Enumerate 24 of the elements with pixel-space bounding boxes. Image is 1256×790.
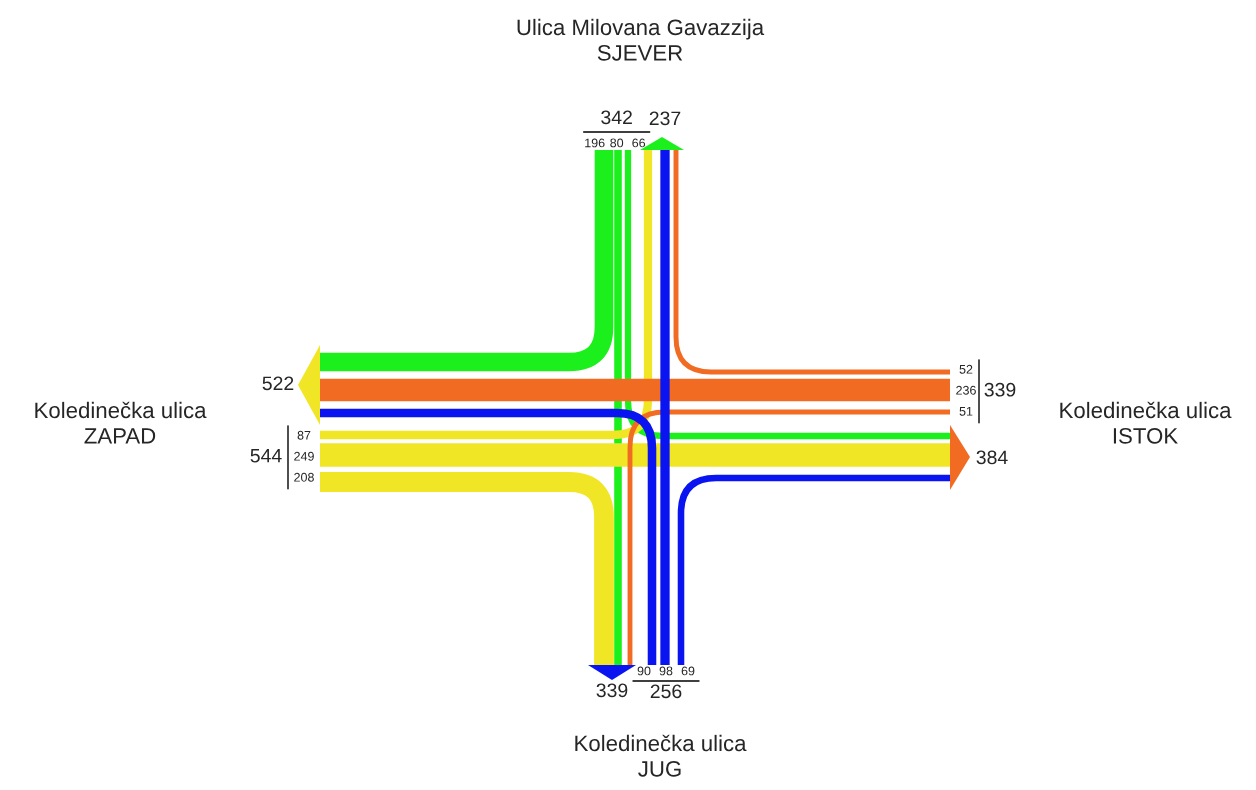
data-label: 69 [681, 666, 695, 676]
text: 544 [250, 448, 282, 463]
category-label: Koledinečka ulica ISTOK [1060, 401, 1232, 444]
text: 342 [601, 110, 632, 125]
category-label: Ulica Milovana Gavazzija SJEVER [517, 18, 765, 61]
text: 339 [984, 382, 1016, 397]
text: 237 [649, 111, 681, 126]
category-label: Koledinečka ulica ZAPAD [35, 401, 207, 444]
data-label: 236 [956, 385, 976, 395]
data-label: 90 [637, 666, 651, 676]
data-label: 51 [959, 406, 973, 416]
category-label: Koledinečka ulica JUG [575, 734, 747, 777]
data-label: 66 [632, 138, 646, 148]
data-label: 80 [610, 138, 624, 148]
text: 256 [650, 684, 682, 699]
data-label: 98 [659, 666, 673, 676]
data-label: 52 [959, 364, 973, 374]
data-label: 196 [585, 138, 605, 148]
text: 339 [596, 683, 628, 698]
data-label: 249 [294, 451, 314, 461]
data-label: 208 [294, 472, 314, 482]
text: 384 [976, 450, 1008, 465]
text: 522 [262, 376, 294, 391]
data-label: 87 [297, 430, 311, 440]
